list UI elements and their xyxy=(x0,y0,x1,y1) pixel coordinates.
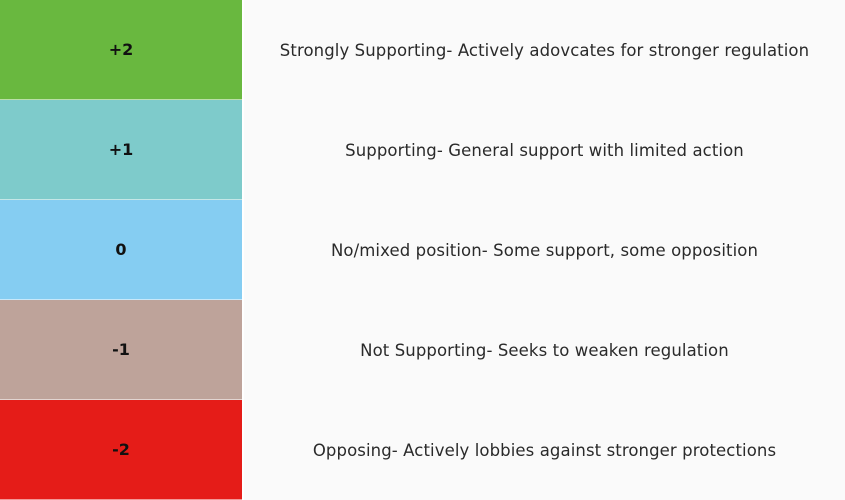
scale-row-supporting: +1 Supporting- General support with limi… xyxy=(0,100,845,200)
score-cell: +1 xyxy=(0,100,242,200)
description-cell: Supporting- General support with limited… xyxy=(242,100,845,200)
description-cell: Strongly Supporting- Actively adovcates … xyxy=(242,0,845,100)
scale-row-not-supporting: -1 Not Supporting- Seeks to weaken regul… xyxy=(0,300,845,400)
description-cell: No/mixed position- Some support, some op… xyxy=(242,200,845,300)
scale-row-strongly-supporting: +2 Strongly Supporting- Actively adovcat… xyxy=(0,0,845,100)
description-cell: Opposing- Actively lobbies against stron… xyxy=(242,400,845,500)
score-cell: -2 xyxy=(0,400,242,500)
scale-row-opposing: -2 Opposing- Actively lobbies against st… xyxy=(0,400,845,500)
scale-row-mixed-position: 0 No/mixed position- Some support, some … xyxy=(0,200,845,300)
score-cell: 0 xyxy=(0,200,242,300)
description-cell: Not Supporting- Seeks to weaken regulati… xyxy=(242,300,845,400)
score-cell: -1 xyxy=(0,300,242,400)
score-cell: +2 xyxy=(0,0,242,100)
